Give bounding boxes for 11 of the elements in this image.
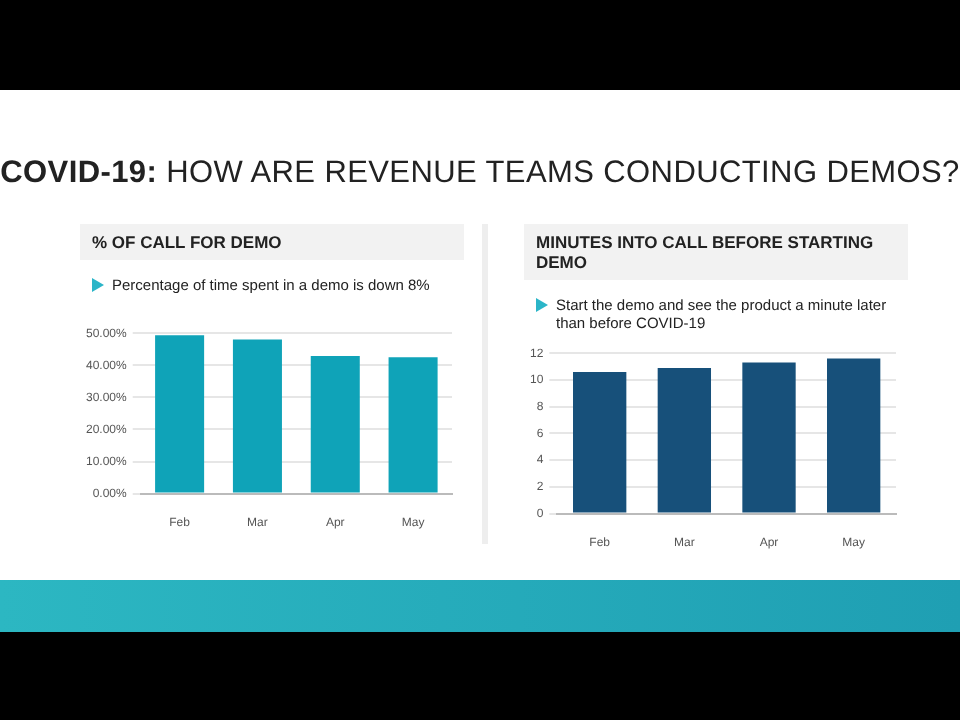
chart-title: % OF CALL FOR DEMO [80,224,464,260]
bar [827,358,881,513]
text: COVID-19: HOW ARE REVENUE TEAMS CONDUCTING DEMOS? [0,156,960,192]
chart-title: MINUTES INTO CALL BEFORE STARTING DEMO [524,224,908,280]
bar [657,367,712,513]
bar [155,335,205,493]
bar [573,371,627,513]
bar [310,355,360,493]
bar [742,362,796,513]
bar [232,339,282,493]
bar [388,357,438,493]
